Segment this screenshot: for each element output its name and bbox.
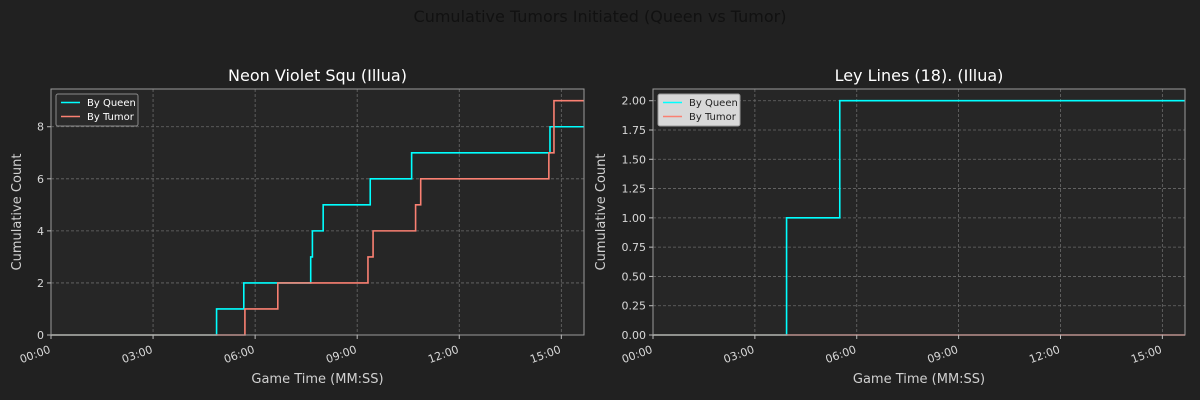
y-tick-label: 1.75 [622,124,647,137]
figure-title: Cumulative Tumors Initiated (Queen vs Tu… [414,7,787,26]
y-tick-label: 8 [37,121,44,134]
plot-frame [652,88,1186,336]
plot-area [51,89,584,335]
y-tick-label: 6 [37,173,44,186]
legend-label: By Tumor [87,112,135,123]
series-line-queen [51,125,584,336]
y-tick-label: 0.75 [622,241,647,254]
plot-frame [50,88,585,336]
panel-title: Neon Violet Squ (Illua) [228,66,407,85]
legend: By Queen By Tumor [657,93,741,127]
y-tick-label: 1.00 [622,212,647,225]
y-tick-label: 1.50 [622,153,647,166]
y-tick-label: 4 [37,225,44,238]
y-axis-label: Cumulative Count [10,154,25,271]
legend-label: By Queen [87,98,136,109]
y-tick-label: 0.25 [622,300,647,313]
y-tick-label: 0 [37,329,44,342]
x-axis-label: Game Time (MM:SS) [251,372,383,387]
y-tick-label: 1.25 [622,183,647,196]
y-tick-label: 2 [37,277,44,290]
legend: By Queen By Tumor [55,93,139,127]
y-axis-label: Cumulative Count [594,154,609,271]
chart-panel-2: Ley Lines (18). (Illua)00:00 03:00 06:00 09… [594,66,1186,387]
x-axis-label: Game Time (MM:SS) [853,372,985,387]
panel-title: Ley Lines (18). (Illua) [835,66,1004,85]
series-line-tumor [51,99,584,336]
y-tick-label: 2.00 [622,95,647,108]
legend-label: By Queen [689,98,738,109]
y-tick-label: 0.50 [622,270,647,283]
y-tick-label: 0.00 [622,329,647,342]
legend-label: By Tumor [689,112,737,123]
